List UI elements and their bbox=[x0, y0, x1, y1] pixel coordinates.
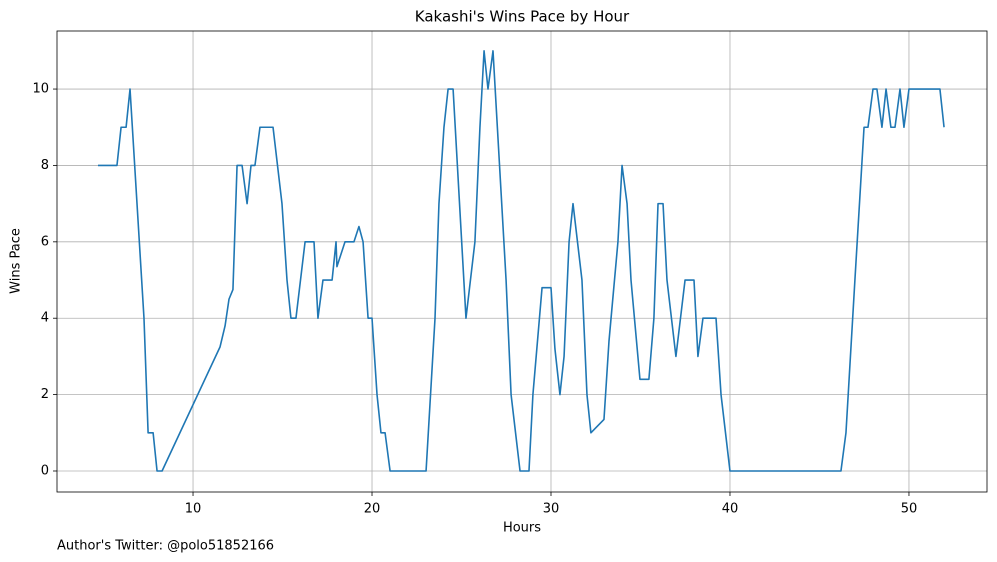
chart-title: Kakashi's Wins Pace by Hour bbox=[415, 8, 630, 26]
y-tick-label: 2 bbox=[41, 387, 49, 402]
x-tick-label: 50 bbox=[901, 502, 918, 517]
y-axis-label: Wins Pace bbox=[9, 228, 24, 294]
y-tick-label: 8 bbox=[41, 158, 49, 173]
x-tick-label: 30 bbox=[543, 502, 560, 517]
x-tick-label: 40 bbox=[722, 502, 739, 517]
x-tick-label: 20 bbox=[364, 502, 381, 517]
x-axis-label: Hours bbox=[503, 521, 541, 536]
y-tick-label: 0 bbox=[41, 463, 49, 478]
footnote: Author's Twitter: @polo51852166 bbox=[57, 539, 274, 554]
data-line bbox=[97, 50, 945, 472]
y-tick-label: 4 bbox=[41, 311, 49, 326]
plot-frame bbox=[56, 30, 988, 493]
x-tick-label: 10 bbox=[185, 502, 202, 517]
y-tick-label: 6 bbox=[41, 234, 49, 249]
y-tick-label: 10 bbox=[32, 82, 49, 97]
